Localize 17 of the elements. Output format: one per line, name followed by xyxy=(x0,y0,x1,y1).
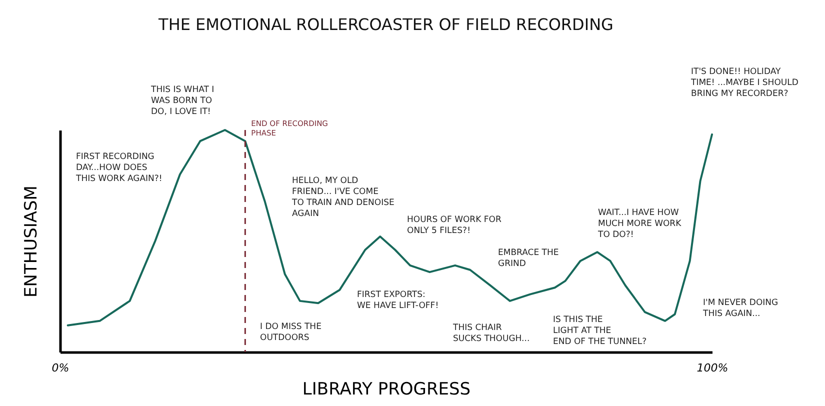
text: THIS IS WHAT I WAS BORN TO DO, I LOVE IT! xyxy=(150,85,214,117)
annotation: FIRST EXPORTS: WE HAVE LIFT-OFF! xyxy=(357,290,439,311)
annotation: FIRST RECORDING DAY...HOW DOES THIS WORK AGAIN?! xyxy=(75,152,162,184)
text: IT'S DONE!! HOLIDAY TIME! ...MAYBE I SHOULD BRING MY RECORDER? xyxy=(690,67,799,99)
x-tick-label: 0% xyxy=(52,362,70,374)
annotation: HOURS OF WORK FOR ONLY 5 FILES?! xyxy=(407,215,502,236)
chart-title: THE EMOTIONAL ROLLERCOASTER OF FIELD RECORDING xyxy=(158,15,614,34)
x-tick-label: 100% xyxy=(696,362,728,374)
y-axis-title: ENTHUSIASM xyxy=(22,186,42,298)
annotation: I DO MISS THE OUTDOORS xyxy=(260,322,322,343)
x-axis-title: LIBRARY PROGRESS xyxy=(302,380,471,400)
annotation: EMBRACE THE GRIND xyxy=(498,248,559,269)
annotation: HELLO, MY OLD FRIEND... I'VE COME TO TRAIN AND DENOISE AGAIN xyxy=(291,176,394,219)
annotation: I'M NEVER DOING THIS AGAIN... xyxy=(702,298,778,319)
annotation: THIS CHAIR SUCKS THOUGH... xyxy=(452,323,530,344)
annotation: IS THIS THE LIGHT AT THE END OF THE TUNNEL? xyxy=(553,315,647,347)
annotation: WAIT...I HAVE HOW MUCH MORE WORK TO DO?! xyxy=(597,208,682,240)
